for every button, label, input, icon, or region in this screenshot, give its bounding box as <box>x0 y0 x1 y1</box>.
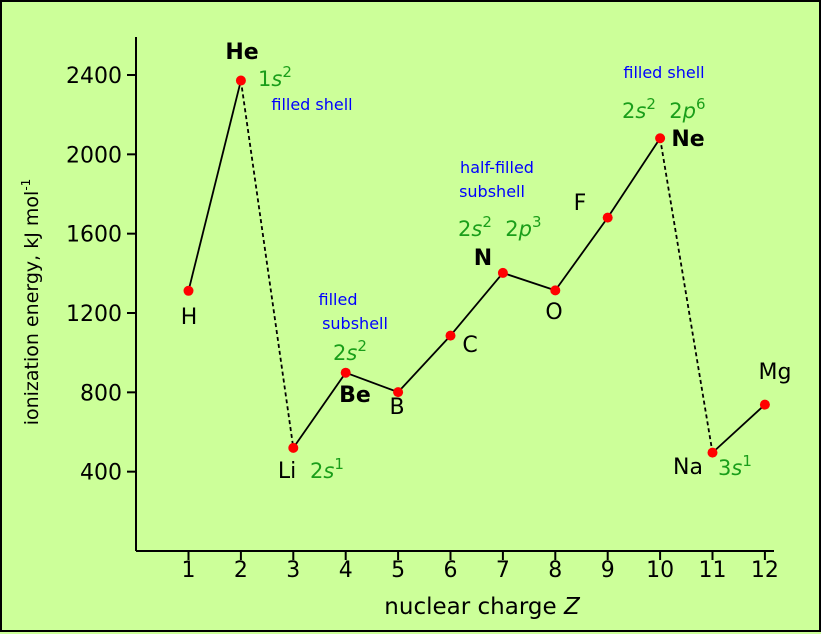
data-points <box>183 75 770 458</box>
config-ne: 2s2​ 2p6​ <box>622 95 706 123</box>
series-segment-solid <box>397 334 452 393</box>
series-segment-solid <box>345 371 399 393</box>
note-n-2: subshell <box>459 182 525 201</box>
series-segment-solid <box>554 217 609 291</box>
x-tick-label: 1 <box>182 558 196 583</box>
label-o: O <box>545 300 562 325</box>
data-point-o <box>550 285 561 296</box>
label-f: F <box>574 191 587 216</box>
x-tick-label: 10 <box>646 558 674 583</box>
y-tick-label: 400 <box>80 461 122 486</box>
data-point-ne <box>655 133 666 144</box>
data-point-c <box>445 330 456 341</box>
y-ticks: 400 800 1200 1600 2000 2400 <box>66 64 136 486</box>
series-segment-dashed <box>240 80 295 448</box>
x-tick-label: 8 <box>548 558 562 583</box>
x-tick-label: 4 <box>339 558 353 583</box>
y-tick-label: 2400 <box>66 64 122 89</box>
series-segment-solid <box>502 272 556 292</box>
series-segment-dashed <box>659 138 714 453</box>
x-tick-label: 2 <box>234 558 248 583</box>
label-b: B <box>389 395 404 420</box>
label-li: Li <box>278 459 296 484</box>
label-he: He <box>225 40 258 65</box>
config-be: 2s2​ <box>333 337 367 365</box>
config-n: 2s2​ 2p3​ <box>458 213 542 241</box>
label-c: C <box>462 333 477 358</box>
y-tick-label: 800 <box>80 381 122 406</box>
series-segment-solid <box>292 372 347 449</box>
x-tick-label: 12 <box>751 558 779 583</box>
label-be: Be <box>339 383 371 408</box>
x-tick-label: 9 <box>601 558 615 583</box>
label-mg: Mg <box>759 360 792 385</box>
data-point-mg <box>759 399 770 410</box>
y-tick-label: 1600 <box>66 223 122 248</box>
series-segment-solid <box>711 403 766 454</box>
note-be-2: subshell <box>322 314 388 333</box>
config-he: 1s2​ <box>258 63 292 91</box>
series-lines <box>187 80 766 454</box>
data-point-li <box>288 442 299 453</box>
x-tick-label: 7 <box>496 558 510 583</box>
label-h: H <box>181 305 198 330</box>
data-point-he <box>235 75 246 86</box>
x-ticks: 1 2 3 4 5 6 7 8 9 10 11 12 <box>182 551 779 583</box>
data-point-b <box>393 387 404 398</box>
config-na: 3s1​ <box>718 452 752 480</box>
data-point-na <box>707 447 718 458</box>
data-point-n <box>497 267 508 278</box>
x-tick-label: 5 <box>391 558 405 583</box>
note-he: filled shell <box>271 95 352 114</box>
x-tick-label: 11 <box>699 558 727 583</box>
series-segment-solid <box>449 272 504 337</box>
note-n-1: half-filled <box>460 158 534 177</box>
label-ne: Ne <box>671 127 704 152</box>
x-tick-label: 3 <box>286 558 300 583</box>
label-n: N <box>474 246 492 271</box>
x-tick-label: 6 <box>444 558 458 583</box>
y-axis-title: ionization energy, kJ mol-1 <box>19 179 43 426</box>
note-be-1: filled <box>319 290 358 309</box>
label-na: Na <box>673 455 703 480</box>
y-tick-label: 2000 <box>66 143 122 168</box>
data-point-f <box>602 212 613 223</box>
x-axis-title: nuclear charge Z <box>384 594 581 620</box>
series-segment-solid <box>187 80 242 292</box>
y-tick-label: 1200 <box>66 302 122 327</box>
config-li: 2s1​ <box>310 455 344 483</box>
data-point-be <box>340 367 351 378</box>
note-ne: filled shell <box>623 63 704 82</box>
data-point-h <box>183 285 194 296</box>
series-segment-solid <box>606 137 661 219</box>
